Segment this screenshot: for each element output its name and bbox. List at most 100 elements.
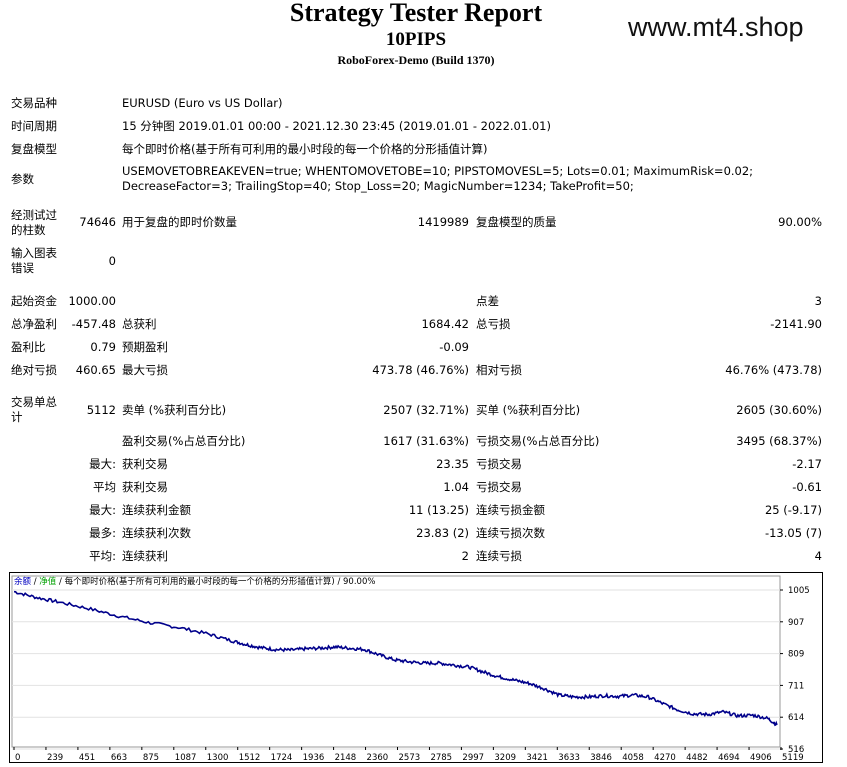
x-tick-label: 875 <box>143 753 159 763</box>
x-tick-label: 1300 <box>207 753 229 763</box>
x-tick-label: 2785 <box>430 753 452 763</box>
detail-value-left: 1.04 <box>443 480 469 494</box>
quality-value: 90.00% <box>778 215 822 229</box>
ticks-value: 1419989 <box>417 215 469 229</box>
detail-label-right: 连续亏损 <box>476 549 522 563</box>
detail-label-left: 连续获利次数 <box>122 526 191 540</box>
detail-label-right: 亏损交易 <box>476 457 522 471</box>
x-tick-label: 239 <box>47 753 63 763</box>
spread-value: 3 <box>814 294 822 308</box>
y-tick-label: 614 <box>788 713 804 723</box>
rel-drawdown-label: 相对亏损 <box>476 363 522 377</box>
loss-trades-label: 亏损交易(%占总百分比) <box>476 434 600 448</box>
x-tick-label: 3421 <box>526 753 548 763</box>
gross-profit-label: 总获利 <box>122 317 157 331</box>
x-tick-label: 2997 <box>462 753 484 763</box>
x-tick-label: 1936 <box>303 753 325 763</box>
detail-label-right: 连续亏损次数 <box>476 526 545 540</box>
x-tick-label: 663 <box>111 753 127 763</box>
params-value: USEMOVETOBREAKEVEN=true; WHENTOMOVETOBE=… <box>122 164 754 193</box>
total-trades-label: 交易单总计 <box>11 395 57 424</box>
max-drawdown-label: 最大亏损 <box>122 363 168 377</box>
period-value: 15 分钟图 2019.01.01 00:00 - 2021.12.30 23:… <box>122 119 551 133</box>
x-tick-label: 451 <box>79 753 95 763</box>
report-subtitle: 10PIPS <box>385 29 447 50</box>
y-tick-label: 516 <box>788 745 804 755</box>
profit-factor-value: 0.79 <box>90 340 116 354</box>
total-trades-value: 5112 <box>86 403 116 417</box>
x-tick-label: 1724 <box>271 753 293 763</box>
short-positions-label: 卖单 (%获利百分比) <box>122 403 227 417</box>
legend-balance: 余额 <box>14 576 32 587</box>
deposit-label: 起始资金 <box>11 294 57 308</box>
y-tick-label: 907 <box>788 618 804 628</box>
gross-profit-value: 1684.42 <box>421 317 469 331</box>
legend-quality: 90.00% <box>343 577 375 587</box>
x-tick-label: 3633 <box>558 753 580 763</box>
x-tick-label: 5119 <box>782 753 804 763</box>
legend-equity: 净值 <box>39 576 57 587</box>
detail-label-left: 获利交易 <box>122 480 168 494</box>
mismatch-value: 0 <box>108 254 116 268</box>
short-positions-value: 2507 (32.71%) <box>383 403 469 417</box>
deposit-value: 1000.00 <box>68 294 116 308</box>
detail-label-right: 亏损交易 <box>476 480 522 494</box>
net-profit-label: 总净盈利 <box>11 317 57 331</box>
abs-drawdown-label: 绝对亏损 <box>11 363 57 377</box>
x-tick-label: 0 <box>15 753 20 763</box>
long-positions-value: 2605 (30.60%) <box>736 403 822 417</box>
x-tick-label: 2148 <box>335 753 357 763</box>
y-tick-label: 711 <box>788 681 804 691</box>
expected-payoff-label: 预期盈利 <box>122 340 168 354</box>
detail-prefix: 最多: <box>89 526 116 540</box>
net-profit-value: -457.48 <box>71 317 116 331</box>
legend-separator: / <box>34 577 37 587</box>
model-label: 复盘模型 <box>11 142 57 156</box>
detail-label-left: 连续获利 <box>122 549 168 563</box>
model-value: 每个即时价格(基于所有可利用的最小时段的每一个价格的分形插值计算) <box>122 142 488 156</box>
rel-drawdown-value: 46.76% (473.78) <box>725 363 822 377</box>
chart-legend: 余额 / 净值 / 每个即时价格(基于所有可利用的最小时段的每一个价格的分形插值… <box>14 576 375 587</box>
y-axis-ticks: 1005 907 809 711 614 516 <box>780 586 810 755</box>
x-tick-label: 1087 <box>175 753 197 763</box>
mismatch-label: 输入图表错误 <box>11 246 57 275</box>
x-tick-label: 3209 <box>494 753 516 763</box>
y-tick-label: 1005 <box>788 586 810 596</box>
spread-label: 点差 <box>476 294 499 308</box>
symbol-value: EURUSD (Euro vs US Dollar) <box>122 96 283 110</box>
gross-loss-label: 总亏损 <box>476 317 511 331</box>
x-tick-label: 4270 <box>654 753 676 763</box>
long-positions-label: 买单 (%获利百分比) <box>476 403 581 417</box>
abs-drawdown-value: 460.65 <box>75 363 116 377</box>
detail-prefix: 最大: <box>89 503 116 517</box>
server-info: RoboForex-Demo (Build 1370) <box>337 53 495 67</box>
report-title: Strategy Tester Report <box>289 0 543 27</box>
detail-prefix: 平均: <box>89 549 116 563</box>
max-drawdown-value: 473.78 (46.76%) <box>372 363 469 377</box>
expected-payoff-value: -0.09 <box>439 340 469 354</box>
detail-value-left: 23.83 (2) <box>416 526 469 540</box>
watermark-text: www.mt4.shop <box>628 12 804 42</box>
detail-value-right: -0.61 <box>792 480 822 494</box>
balance-chart: 余额 / 净值 / 每个即时价格(基于所有可利用的最小时段的每一个价格的分形插值… <box>9 572 823 763</box>
detail-value-left: 11 (13.25) <box>408 503 469 517</box>
plot-area <box>11 575 781 748</box>
profit-trades-label: 盈利交易(%占总百分比) <box>122 434 246 448</box>
balance-line <box>13 590 778 727</box>
legend-model: 每个即时价格(基于所有可利用的最小时段的每一个价格的分形插值计算) <box>65 576 335 587</box>
x-tick-label: 4058 <box>622 753 644 763</box>
y-tick-label: 809 <box>788 650 804 660</box>
detail-value-right: 25 (-9.17) <box>764 503 822 517</box>
loss-trades-value: 3495 (68.37%) <box>736 434 822 448</box>
detail-value-left: 23.35 <box>436 457 469 471</box>
detail-value-right: -13.05 (7) <box>764 526 822 540</box>
x-tick-label: 4694 <box>718 753 740 763</box>
detail-prefix: 最大: <box>89 457 116 471</box>
x-tick-label: 4482 <box>686 753 708 763</box>
bars-value: 74646 <box>79 215 116 229</box>
ticks-label: 用于复盘的即时价数量 <box>122 215 237 229</box>
x-axis-ticks: 0 239 451 663 875 1087 1300 1512 1724 1936 2148 236… <box>13 747 804 763</box>
detail-value-right: 4 <box>814 549 822 563</box>
quality-label: 复盘模型的质量 <box>476 215 557 229</box>
x-tick-label: 3846 <box>590 753 612 763</box>
